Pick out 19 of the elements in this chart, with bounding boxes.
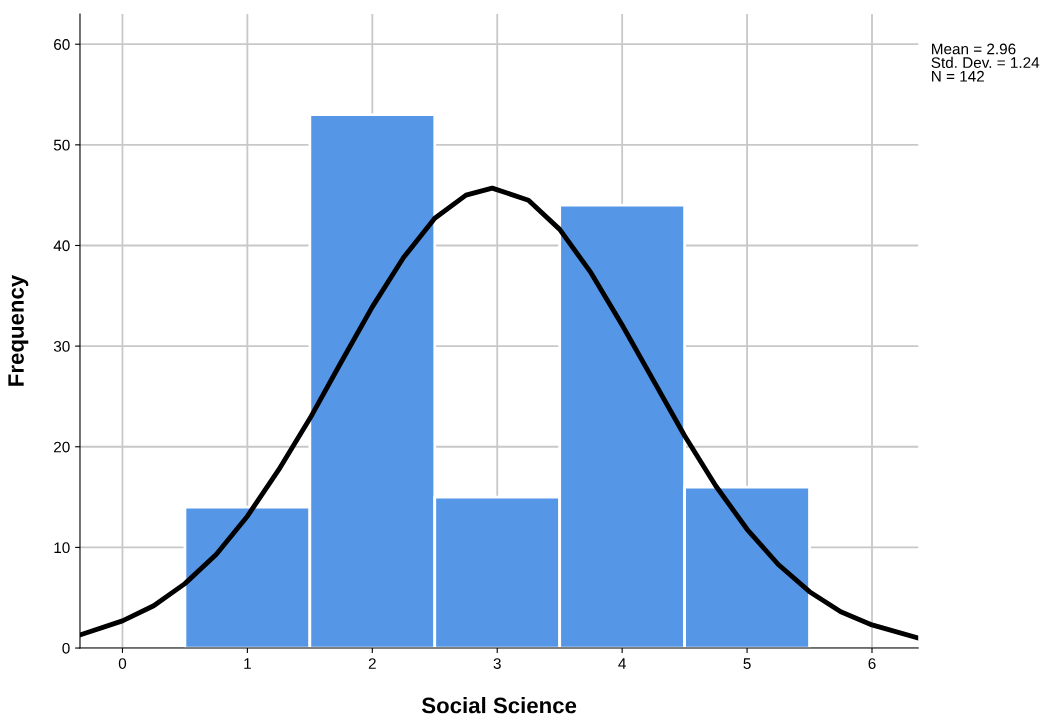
x-tick-label: 3 xyxy=(493,658,501,669)
y-tick-label: 60 xyxy=(54,39,70,50)
x-tick-label: 1 xyxy=(244,658,251,669)
text: Mean = 2.96 xyxy=(932,43,1016,55)
y-axis-title: Frequency xyxy=(8,274,29,386)
x-tick-label: 4 xyxy=(618,658,626,669)
x-tick-label: 2 xyxy=(368,658,376,669)
y-tick-label: 10 xyxy=(54,542,70,554)
text: Std. Dev. = 1.24 xyxy=(931,56,1040,69)
y-tick-label: 50 xyxy=(53,139,70,151)
y-tick-label: 40 xyxy=(53,240,70,252)
x-axis-title: Social Science xyxy=(421,697,577,714)
x-tick-label: 5 xyxy=(743,658,751,669)
y-tick-label: 0 xyxy=(62,642,70,654)
y-tick-label: 30 xyxy=(53,340,70,352)
text: N = 142 xyxy=(932,70,984,82)
x-tick-label: 0 xyxy=(118,658,127,669)
y-tick-label: 20 xyxy=(54,441,70,453)
x-tick-label: 6 xyxy=(868,658,876,669)
